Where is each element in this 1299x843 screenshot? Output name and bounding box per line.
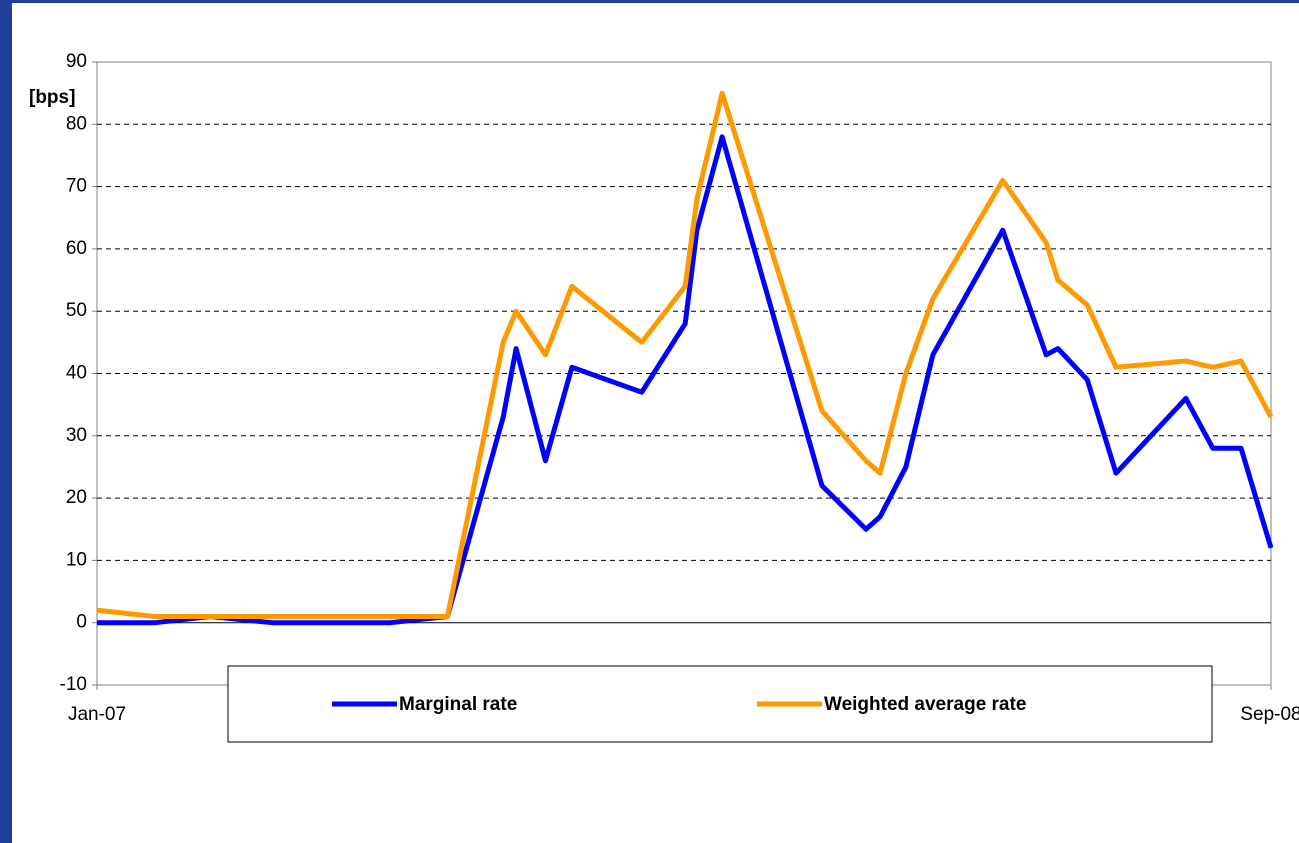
x-tick-label: Sep-08 — [1240, 704, 1299, 725]
legend-label: Marginal rate — [399, 694, 517, 715]
series-line — [97, 134, 1274, 626]
series-line — [96, 90, 1274, 619]
y-tick-label: 20 — [66, 487, 87, 508]
x-tick-label: Jan-07 — [68, 704, 126, 725]
y-tick-label: 40 — [66, 363, 87, 384]
y-tick-label: 90 — [66, 51, 87, 72]
y-tick-label: 60 — [66, 238, 87, 259]
y-axis-label: [bps] — [29, 87, 75, 108]
y-tick-label: 50 — [66, 300, 87, 321]
y-tick-label: -10 — [60, 674, 87, 695]
chart: [bps] -100102030405060708090Jan-07Apr-07… — [12, 3, 1299, 843]
y-tick-label: 30 — [66, 425, 87, 446]
y-tick-label: 10 — [66, 549, 87, 570]
legend-label: Weighted average rate — [824, 694, 1026, 715]
y-tick-label: 80 — [66, 113, 87, 134]
y-tick-label: 0 — [76, 612, 87, 633]
y-tick-label: 70 — [66, 176, 87, 197]
